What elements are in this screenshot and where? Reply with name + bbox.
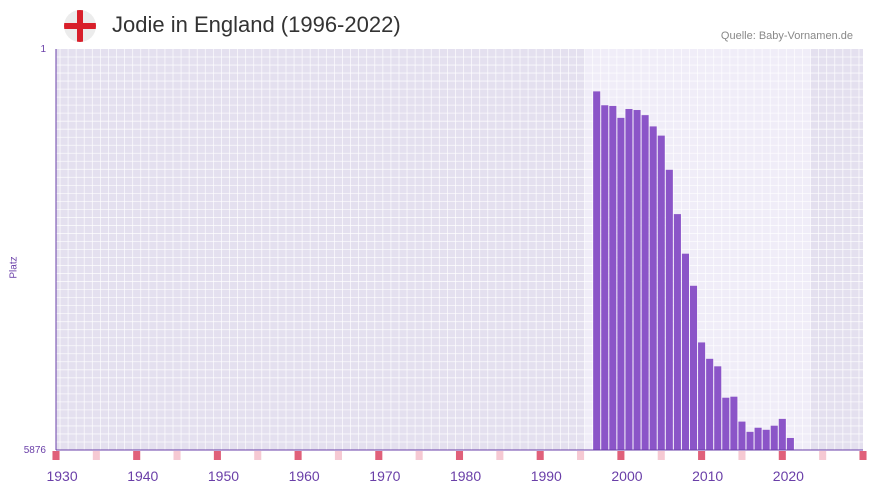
bar-2005 bbox=[665, 169, 673, 450]
half-decade-marker bbox=[334, 451, 342, 460]
chart-title: Jodie in England (1996-2022) bbox=[112, 12, 401, 37]
england-flag-icon bbox=[64, 10, 96, 42]
bar-2011 bbox=[714, 366, 722, 450]
bar-2004 bbox=[657, 135, 665, 450]
bar-2001 bbox=[633, 110, 641, 450]
bar-2000 bbox=[625, 108, 633, 450]
bar-2012 bbox=[722, 397, 730, 450]
bar-2015 bbox=[746, 431, 754, 450]
bar-2017 bbox=[762, 429, 770, 450]
bar-2002 bbox=[641, 115, 649, 450]
bar-1998 bbox=[609, 105, 617, 451]
bar-2010 bbox=[706, 358, 714, 450]
x-tick-label: 1950 bbox=[208, 468, 239, 484]
bar-2019 bbox=[778, 418, 786, 450]
bar-1996 bbox=[593, 91, 601, 451]
bar-2003 bbox=[649, 126, 657, 450]
decade-marker bbox=[133, 451, 141, 460]
decade-marker bbox=[536, 451, 544, 460]
bar-2018 bbox=[770, 425, 778, 450]
decade-marker bbox=[778, 451, 786, 460]
bar-2020 bbox=[786, 437, 794, 450]
half-decade-marker bbox=[254, 451, 262, 460]
decade-marker bbox=[455, 451, 464, 460]
bar-2016 bbox=[754, 427, 762, 450]
decade-marker bbox=[294, 451, 302, 460]
half-decade-marker bbox=[415, 451, 423, 460]
x-tick-label: 1980 bbox=[450, 468, 481, 484]
decade-marker bbox=[375, 451, 383, 460]
half-decade-marker bbox=[819, 451, 827, 460]
bar-2009 bbox=[698, 342, 706, 450]
half-decade-marker bbox=[738, 451, 746, 460]
half-decade-marker bbox=[657, 451, 665, 460]
bar-2013 bbox=[730, 396, 738, 450]
x-tick-label: 2000 bbox=[611, 468, 642, 484]
decade-marker bbox=[213, 451, 221, 460]
decade-marker bbox=[617, 451, 625, 460]
decade-marker bbox=[52, 451, 60, 460]
bar-2014 bbox=[738, 421, 746, 450]
x-tick-label: 1940 bbox=[127, 468, 158, 484]
y-tick-label: 5876 bbox=[24, 445, 47, 456]
x-tick-label: 2020 bbox=[773, 468, 804, 484]
x-tick-label: 1930 bbox=[46, 468, 77, 484]
bar-2006 bbox=[673, 214, 681, 450]
x-tick-label: 1970 bbox=[369, 468, 400, 484]
half-decade-marker bbox=[496, 451, 504, 460]
half-decade-marker bbox=[92, 451, 100, 460]
x-tick-label: 1990 bbox=[531, 468, 562, 484]
x-tick-label: 1960 bbox=[289, 468, 320, 484]
bar-1997 bbox=[601, 105, 609, 451]
flag-cross-vertical bbox=[77, 10, 83, 42]
bar-1999 bbox=[617, 117, 625, 450]
decade-marker bbox=[698, 451, 706, 460]
decade-marker bbox=[859, 451, 867, 460]
bar-2007 bbox=[681, 253, 689, 450]
x-tick-label: 2010 bbox=[692, 468, 723, 484]
bar-2008 bbox=[689, 285, 698, 450]
half-decade-marker bbox=[577, 451, 585, 460]
y-tick-label: 1 bbox=[40, 44, 46, 55]
source-credit: Quelle: Baby-Vornamen.de bbox=[720, 30, 853, 42]
half-decade-marker bbox=[173, 451, 181, 460]
